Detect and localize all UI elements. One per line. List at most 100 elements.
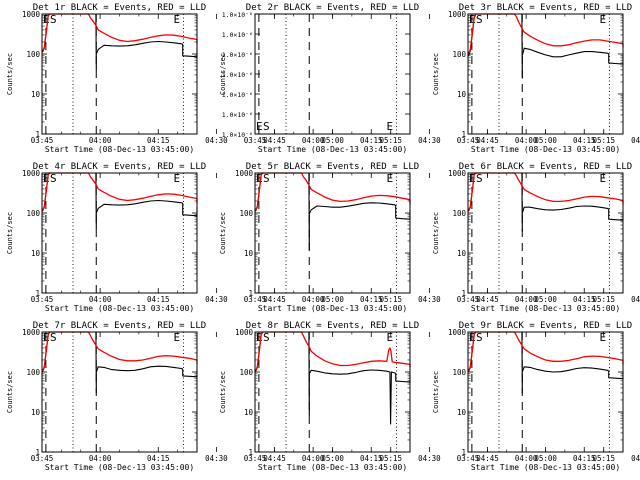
x-tick-label: 03:45: [457, 295, 480, 304]
y-tick-label: 10: [457, 249, 467, 258]
y-tick-label: 1000: [22, 10, 41, 19]
plot-frame: [467, 331, 624, 453]
panel-title: Det 9r BLACK = Events, RED = LLD: [459, 321, 632, 331]
y-tick-label: 1000: [22, 169, 41, 178]
plot-frame: [41, 172, 198, 294]
x-tick-label: 05:00: [534, 295, 557, 304]
y-axis-label: Counts/sec: [432, 371, 440, 413]
x-tick-label: 04:30: [418, 454, 441, 463]
y-tick-label: 100: [452, 50, 466, 59]
x-tick-label: 03:45: [457, 454, 480, 463]
plot-frame: [41, 13, 198, 135]
x-tick-label: 04:30: [418, 136, 441, 145]
x-tick-label: 04:00: [515, 454, 538, 463]
panel-title: Det 4r BLACK = Events, RED = LLD: [33, 162, 206, 172]
x-axis-label: Start Time (08-Dec-13 03:45:00): [258, 304, 407, 313]
x-tick-label: 05:00: [321, 136, 344, 145]
y-tick-label: 100: [452, 368, 466, 377]
start-marker-label: S: [50, 331, 57, 344]
start-marker-label: S: [476, 172, 483, 185]
x-tick-label: 04:30: [205, 295, 228, 304]
x-tick-label: 04:00: [515, 295, 538, 304]
y-tick-label: 100: [26, 50, 40, 59]
x-tick-label: 05:15: [379, 136, 402, 145]
y-axis-label: Counts/sec: [6, 53, 14, 95]
x-tick-label: 04:00: [89, 295, 112, 304]
x-tick-label: 04:15: [573, 454, 596, 463]
y-tick-label: 1000: [235, 169, 254, 178]
plot-frame: [41, 331, 198, 453]
detector-panel: Det 4r BLACK = Events, RED = LLD Counts/s…: [6, 162, 402, 313]
end-marker-label: E: [43, 13, 50, 26]
end-marker-label: E: [173, 331, 180, 344]
y-tick-label: 1: [461, 448, 466, 457]
y-axis-label: Counts/sec: [219, 371, 227, 413]
x-tick-label: 04:30: [631, 136, 640, 145]
x-axis-label: Start Time (08-Dec-13 03:45:00): [471, 304, 620, 313]
x-axis-label: Start Time (08-Dec-13 03:45:00): [45, 463, 194, 472]
x-axis-label: Start Time (08-Dec-13 03:45:00): [471, 463, 620, 472]
y-tick-label: 1: [461, 130, 466, 139]
y-tick-label: 1000: [22, 328, 41, 337]
x-tick-label: 04:15: [360, 454, 383, 463]
y-tick-label: 1: [35, 289, 40, 298]
panel-title: Det 3r BLACK = Events, RED = LLD: [459, 3, 632, 13]
detector-panel: Det 3r BLACK = Events, RED = LLD Counts/s…: [432, 3, 640, 154]
y-axis-label: Counts/sec: [219, 53, 227, 95]
y-tick-label: 1: [35, 130, 40, 139]
y-tick-label: 100: [26, 209, 40, 218]
x-tick-label: 04:15: [147, 454, 170, 463]
y-tick-label: 100: [26, 368, 40, 377]
x-tick-label: 04:15: [573, 295, 596, 304]
plot-frame: [254, 13, 411, 135]
start-marker-label: S: [263, 120, 270, 133]
end-marker-label: E: [469, 172, 476, 185]
y-tick-label: 1.0×10⁻⁶: [222, 71, 253, 79]
x-tick-label: 04:00: [302, 136, 325, 145]
start-marker-label: S: [50, 13, 57, 26]
y-tick-label: 1000: [448, 169, 467, 178]
y-axis-label: Counts/sec: [219, 212, 227, 254]
panel-title: Det 8r BLACK = Events, RED = LLD: [246, 321, 419, 331]
x-tick-label: 04:45: [476, 295, 499, 304]
detector-panel: Det 9r BLACK = Events, RED = LLD Counts/s…: [432, 321, 640, 472]
x-tick-label: 04:45: [476, 454, 499, 463]
x-tick-label: 04:30: [631, 454, 640, 463]
x-tick-label: 04:30: [205, 454, 228, 463]
detector-panel: Det 8r BLACK = Events, RED = LLD Counts/s…: [219, 321, 615, 472]
x-axis-label: Start Time (08-Dec-13 03:45:00): [471, 145, 620, 154]
y-tick-label: 1000: [448, 10, 467, 19]
x-tick-label: 04:15: [147, 295, 170, 304]
end-marker-label: E: [599, 172, 606, 185]
x-tick-label: 04:15: [360, 136, 383, 145]
y-tick-label: 10: [457, 408, 467, 417]
end-marker-label: E: [386, 120, 393, 133]
x-tick-label: 05:15: [379, 454, 402, 463]
x-tick-label: 04:00: [89, 454, 112, 463]
panel-title: Det 7r BLACK = Events, RED = LLD: [33, 321, 206, 331]
end-marker-label: E: [469, 13, 476, 26]
y-tick-label: 10: [244, 408, 254, 417]
x-tick-label: 05:15: [592, 454, 615, 463]
x-tick-label: 05:15: [592, 295, 615, 304]
x-axis-label: Start Time (08-Dec-13 03:45:00): [45, 304, 194, 313]
y-tick-label: 1.0×10⁻⁶: [222, 31, 253, 39]
plot-frame: [254, 172, 411, 294]
plot-frame: [467, 13, 624, 135]
y-tick-label: 1: [461, 289, 466, 298]
end-marker-label: E: [43, 172, 50, 185]
y-tick-label: 10: [31, 249, 41, 258]
x-tick-label: 05:15: [379, 295, 402, 304]
y-axis-label: Counts/sec: [432, 53, 440, 95]
y-tick-label: 1000: [448, 328, 467, 337]
y-tick-label: 100: [239, 209, 253, 218]
x-tick-label: 03:45: [244, 454, 267, 463]
start-marker-label: S: [476, 13, 483, 26]
y-tick-label: 1.0×10⁻⁶: [222, 131, 253, 139]
x-tick-label: 04:15: [360, 295, 383, 304]
y-tick-label: 100: [239, 368, 253, 377]
x-tick-label: 04:45: [263, 136, 286, 145]
detector-panel: Det 2r BLACK = Events, RED = LLD Counts/s…: [219, 3, 615, 154]
x-tick-label: 03:45: [244, 136, 267, 145]
